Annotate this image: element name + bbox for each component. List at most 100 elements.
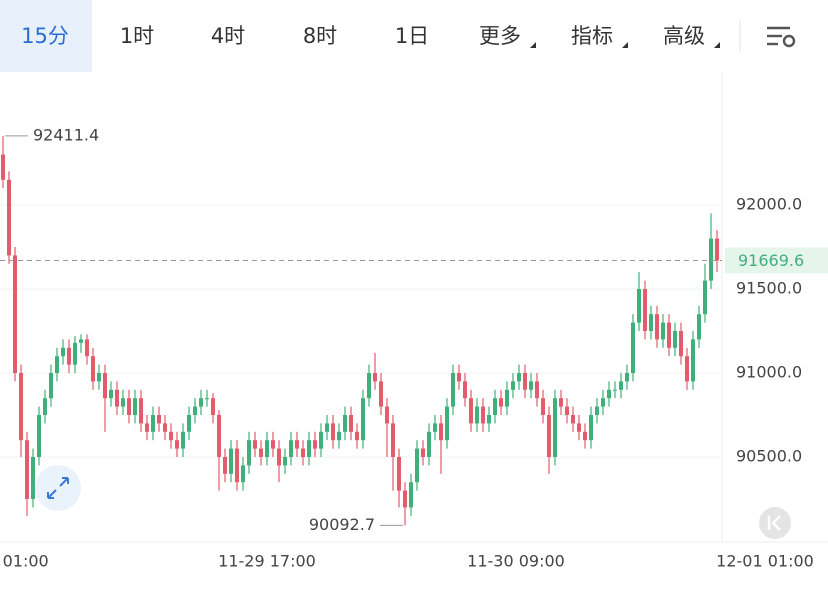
tab[interactable]: 4时 xyxy=(211,24,245,48)
candle-body xyxy=(187,415,191,432)
candle-body xyxy=(463,381,467,399)
candle-body xyxy=(331,423,335,441)
candle-body xyxy=(595,406,599,415)
candle-body xyxy=(199,398,203,407)
dropdown-marker xyxy=(714,42,720,48)
tab[interactable]: 指标 xyxy=(571,24,613,48)
candle-body xyxy=(709,238,713,281)
candle-body xyxy=(127,398,131,415)
candle-body xyxy=(223,457,227,474)
current-price-label: 91669.6 xyxy=(738,251,804,270)
candle-body xyxy=(7,179,11,256)
candle-body xyxy=(367,373,371,399)
candle-body xyxy=(295,440,299,449)
candle-body xyxy=(607,389,611,399)
tab[interactable]: 1日 xyxy=(395,24,429,48)
candle-body xyxy=(325,423,329,432)
candle-body xyxy=(487,415,491,424)
candle-body xyxy=(91,356,95,382)
candle-body xyxy=(379,381,383,407)
candle-body xyxy=(277,448,281,466)
candle-body xyxy=(247,440,251,466)
candle-body xyxy=(631,322,635,373)
settings-icon[interactable] xyxy=(767,26,796,48)
back-latest-button[interactable] xyxy=(759,507,791,539)
candle-body xyxy=(217,415,221,457)
candle-body xyxy=(265,440,269,457)
candle-body xyxy=(175,440,179,449)
candle-body xyxy=(49,373,53,399)
candle-body xyxy=(583,431,587,441)
candle-body xyxy=(493,398,497,415)
candle-body xyxy=(403,490,407,508)
y-tick-label: 90500.0 xyxy=(736,447,802,466)
tab[interactable]: 15分 xyxy=(21,24,69,48)
candle-body xyxy=(97,373,101,382)
candle-body xyxy=(451,373,455,407)
candle-body xyxy=(715,238,719,261)
candle-body xyxy=(529,381,533,390)
candle-body xyxy=(685,356,689,382)
x-tick-label: 12-01 01:00 xyxy=(716,552,814,571)
candle-body xyxy=(211,398,215,415)
candle-body xyxy=(307,440,311,457)
candle-body xyxy=(259,448,263,457)
candle-body xyxy=(457,373,461,382)
candle-body xyxy=(661,322,665,340)
candle-body xyxy=(151,415,155,432)
candle-body xyxy=(355,431,359,441)
candle-body xyxy=(439,423,443,441)
candle-body xyxy=(283,457,287,466)
candle-body xyxy=(565,406,569,415)
candle-body xyxy=(649,314,653,331)
candle-body xyxy=(1,154,5,180)
candle-body xyxy=(601,398,605,407)
candle-body xyxy=(313,440,317,449)
candle-body xyxy=(13,255,17,373)
candle-body xyxy=(241,465,245,483)
dropdown-marker xyxy=(622,42,628,48)
candle-body xyxy=(535,381,539,399)
candle-body xyxy=(157,415,161,424)
tab[interactable]: 更多 xyxy=(479,24,521,48)
expand-button[interactable] xyxy=(35,465,81,511)
candle-body xyxy=(193,406,197,415)
tab[interactable]: 1时 xyxy=(120,24,154,48)
candle-body xyxy=(703,280,707,315)
candle-body xyxy=(109,389,113,399)
candle-body xyxy=(541,398,545,415)
candle-body xyxy=(619,381,623,390)
max-label: 92411.4 xyxy=(33,125,99,144)
candle-body xyxy=(643,289,647,331)
candle-body xyxy=(499,398,503,407)
candle-body xyxy=(673,331,677,348)
candle-body xyxy=(37,415,41,457)
x-tick-label: 11-29 17:00 xyxy=(218,552,316,571)
candle-body xyxy=(421,448,425,457)
tab[interactable]: 高级 xyxy=(663,24,705,48)
candle-body xyxy=(481,406,485,424)
candle-body xyxy=(235,448,239,483)
candle-body xyxy=(385,406,389,424)
candle-body xyxy=(73,342,77,365)
candle-body xyxy=(469,398,473,424)
candle-body xyxy=(79,339,83,343)
candle-body xyxy=(547,415,551,457)
candle-body xyxy=(337,431,341,441)
toolbar: 15分 1时 4时 8时 1日 更多 指标 高级 xyxy=(0,0,720,72)
candle-body xyxy=(121,398,125,407)
candle-body xyxy=(301,448,305,457)
y-tick-label: 91000.0 xyxy=(736,363,802,382)
candle-body xyxy=(319,431,323,449)
tab[interactable]: 8时 xyxy=(303,24,337,48)
candle-body xyxy=(505,389,509,407)
y-tick-label: 92000.0 xyxy=(736,195,802,214)
candle-body xyxy=(613,389,617,391)
candle-body xyxy=(103,373,107,399)
candle-body xyxy=(25,440,29,499)
candle-body xyxy=(625,373,629,382)
candle-body xyxy=(373,373,377,382)
candle-body xyxy=(343,415,347,432)
